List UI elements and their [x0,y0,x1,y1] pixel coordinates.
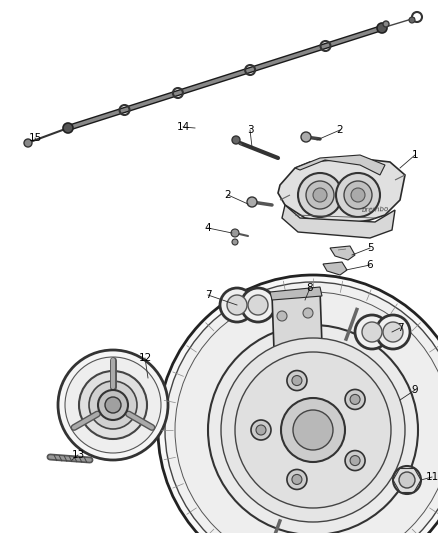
Text: 2: 2 [337,125,343,135]
Polygon shape [295,155,385,175]
Circle shape [409,17,415,23]
Circle shape [175,292,438,533]
Circle shape [281,398,345,462]
Text: 4: 4 [205,223,211,233]
Circle shape [393,466,421,494]
Circle shape [287,470,307,489]
Circle shape [158,275,438,533]
Text: 5: 5 [367,243,373,253]
Text: 15: 15 [28,133,42,143]
Circle shape [336,173,380,217]
Circle shape [227,295,247,315]
Circle shape [345,390,365,409]
Circle shape [251,420,271,440]
Circle shape [241,288,275,322]
Circle shape [231,229,239,237]
Circle shape [208,325,418,533]
Circle shape [232,136,240,144]
Polygon shape [278,158,405,225]
Circle shape [24,139,32,147]
Circle shape [65,357,161,453]
Polygon shape [282,205,395,238]
Text: 1: 1 [412,150,418,160]
Circle shape [277,311,287,321]
Text: 12: 12 [138,353,152,363]
Circle shape [292,474,302,484]
Circle shape [63,123,73,133]
Circle shape [306,181,334,209]
Circle shape [298,173,342,217]
Circle shape [248,295,268,315]
Text: 14: 14 [177,122,190,132]
Circle shape [292,376,302,385]
Text: 13: 13 [71,450,85,460]
Text: 7: 7 [205,290,211,300]
Polygon shape [270,287,322,300]
Text: 2: 2 [225,190,231,200]
Circle shape [232,239,238,245]
Text: 3: 3 [247,125,253,135]
Circle shape [58,350,168,460]
Circle shape [344,181,372,209]
Text: 9: 9 [412,385,418,395]
Circle shape [301,132,311,142]
Text: 7: 7 [397,323,403,333]
Circle shape [355,315,389,349]
Circle shape [98,390,128,420]
Circle shape [89,381,137,429]
Text: 6: 6 [367,260,373,270]
Circle shape [105,397,121,413]
Circle shape [303,308,313,318]
Circle shape [220,288,254,322]
Circle shape [350,394,360,405]
Circle shape [351,188,365,202]
Text: 8: 8 [307,283,313,293]
Circle shape [376,315,410,349]
Circle shape [256,425,266,435]
Circle shape [79,371,147,439]
Circle shape [383,322,403,342]
Circle shape [165,282,438,533]
Circle shape [377,23,387,33]
Polygon shape [323,262,347,275]
Circle shape [247,197,257,207]
Circle shape [345,450,365,471]
Circle shape [287,370,307,391]
Text: brembo: brembo [361,206,389,214]
Circle shape [383,21,389,27]
Circle shape [235,352,391,508]
Circle shape [313,188,327,202]
Circle shape [293,410,333,450]
Polygon shape [330,246,355,260]
Text: 11: 11 [425,472,438,482]
Circle shape [350,456,360,465]
Circle shape [362,322,382,342]
Circle shape [221,338,405,522]
Circle shape [399,472,415,488]
Polygon shape [272,290,322,350]
